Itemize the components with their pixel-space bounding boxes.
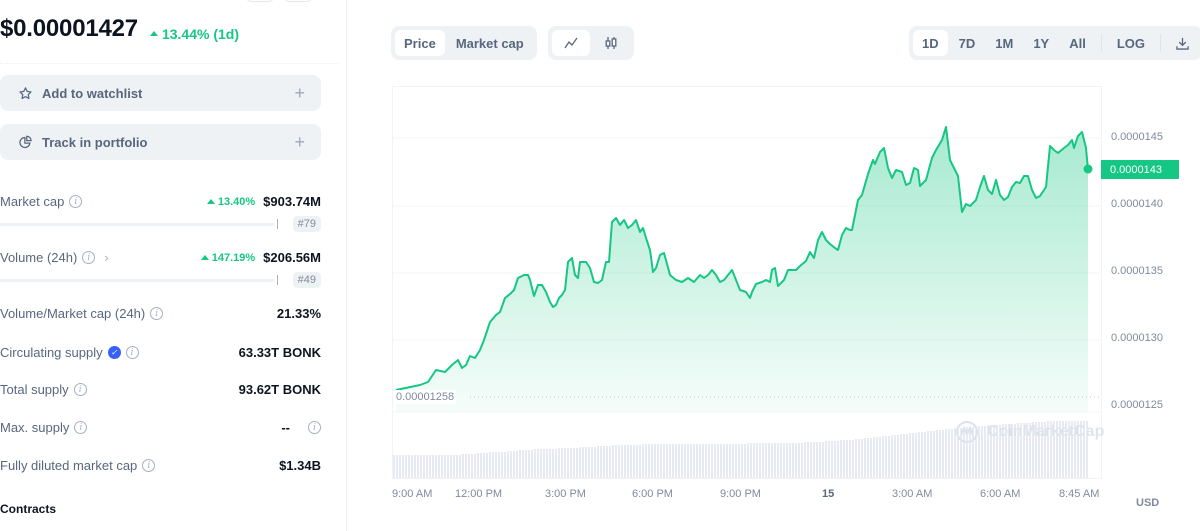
pie-chart-icon — [16, 135, 34, 150]
y-tick: 0.0000140 — [1111, 198, 1163, 210]
currency-label: USD — [1136, 497, 1160, 509]
price-chart-area[interactable] — [392, 86, 1102, 479]
volume-rank: #49 — [292, 272, 321, 288]
info-icon[interactable]: i — [74, 421, 88, 434]
y-tick: 0.0000130 — [1111, 332, 1163, 344]
range-all[interactable]: All — [1069, 35, 1086, 51]
top-pill-buttons — [246, 0, 312, 2]
info-icon[interactable]: i — [82, 251, 96, 264]
info-icon[interactable]: i — [142, 459, 156, 472]
range-1d[interactable]: 1D — [913, 30, 948, 56]
divider — [1100, 34, 1102, 52]
progress-track — [0, 218, 278, 229]
time-range-tabs: 1D 7D 1M 1Y All LOG — [909, 26, 1200, 60]
market-cap-change: 13.40% — [206, 196, 255, 208]
progress-track — [0, 274, 278, 285]
price-area-fill — [396, 127, 1088, 412]
price-header: $0.00001427 13.44% (1d) — [0, 15, 239, 43]
chart-type-tabs: Price Market cap — [391, 26, 537, 60]
line-chart-icon[interactable] — [552, 30, 590, 56]
info-icon[interactable]: i — [308, 421, 321, 434]
stat-market-cap: Market cap i 13.40% $903.74M — [0, 194, 321, 209]
candlestick-icon[interactable] — [592, 30, 630, 56]
range-1m[interactable]: 1M — [995, 35, 1014, 51]
arrow-up-icon — [206, 199, 215, 204]
stat-max-supply: Max. supply i -- i — [0, 420, 321, 435]
stat-circulating-supply: Circulating supply ✓ i 63.33T BONK — [0, 345, 321, 360]
verified-badge-icon: ✓ — [107, 346, 121, 359]
x-tick: 6:00 AM — [980, 488, 1021, 500]
current-price-dot — [1083, 164, 1093, 174]
market-cap-rank-bar: #79 — [0, 216, 321, 232]
price-line — [395, 126, 1089, 391]
x-tick: 9:00 AM — [392, 488, 433, 500]
current-price-tag: 0.0000143 — [1101, 160, 1179, 179]
chart-view-toggle — [548, 26, 634, 60]
arrow-up-icon — [200, 255, 209, 260]
stat-fully-diluted-market-cap: Fully diluted market cap i $1.34B — [0, 458, 321, 473]
x-tick: 6:00 PM — [632, 488, 673, 500]
market-cap-rank: #79 — [292, 216, 321, 232]
tab-market-cap[interactable]: Market cap — [455, 35, 524, 51]
plus-icon: + — [294, 131, 305, 152]
plus-icon: + — [294, 82, 305, 103]
track-in-portfolio-button[interactable]: Track in portfolio + — [0, 124, 321, 160]
star-icon — [16, 86, 34, 101]
add-to-watchlist-button[interactable]: Add to watchlist + — [0, 75, 321, 111]
chevron-right-icon[interactable]: › — [104, 250, 109, 265]
y-tick: 0.0000135 — [1111, 265, 1163, 277]
coin-stats-panel: $0.00001427 13.44% (1d) Add to watchlist… — [0, 0, 347, 531]
market-cap-value: $903.74M — [263, 194, 321, 209]
download-icon[interactable] — [1167, 30, 1198, 56]
info-icon[interactable]: i — [69, 195, 83, 208]
x-tick: 9:00 PM — [720, 488, 761, 500]
volume-bars — [393, 421, 1088, 478]
current-price: $0.00001427 — [0, 15, 138, 42]
tab-price[interactable]: Price — [395, 30, 445, 56]
volume-change: 147.19% — [200, 252, 255, 264]
log-scale-toggle[interactable]: LOG — [1116, 35, 1146, 51]
y-tick: 0.0000125 — [1111, 399, 1163, 411]
divider — [0, 63, 340, 64]
coinmarketcap-watermark: CoinMarketCap — [955, 420, 1104, 444]
divider — [1160, 34, 1162, 52]
info-icon[interactable]: i — [125, 346, 139, 359]
range-7d[interactable]: 7D — [958, 35, 976, 51]
coinmarketcap-logo-icon — [955, 420, 979, 444]
x-tick: 3:00 AM — [892, 488, 933, 500]
range-1y[interactable]: 1Y — [1033, 35, 1050, 51]
contracts-heading: Contracts — [0, 502, 57, 516]
arrow-up-icon — [149, 31, 158, 36]
price-change-1d: 13.44% (1d) — [149, 26, 239, 42]
stat-volume: Volume (24h) i › 147.19% $206.56M — [0, 250, 321, 265]
stat-total-supply: Total supply i 93.62T BONK — [0, 382, 321, 397]
y-tick: 0.0000145 — [1111, 131, 1163, 143]
x-tick: 12:00 PM — [455, 488, 503, 500]
info-icon[interactable]: i — [150, 307, 164, 320]
x-tick: 8:45 AM — [1059, 488, 1100, 500]
x-tick: 3:00 PM — [545, 488, 586, 500]
stat-volume-market-cap: Volume/Market cap (24h) i 21.33% — [0, 306, 321, 321]
info-icon[interactable]: i — [73, 383, 87, 396]
volume-value: $206.56M — [263, 250, 321, 265]
open-price-label: 0.00001258 — [394, 390, 457, 404]
volume-rank-bar: #49 — [0, 272, 321, 288]
x-tick-date: 15 — [822, 488, 835, 500]
